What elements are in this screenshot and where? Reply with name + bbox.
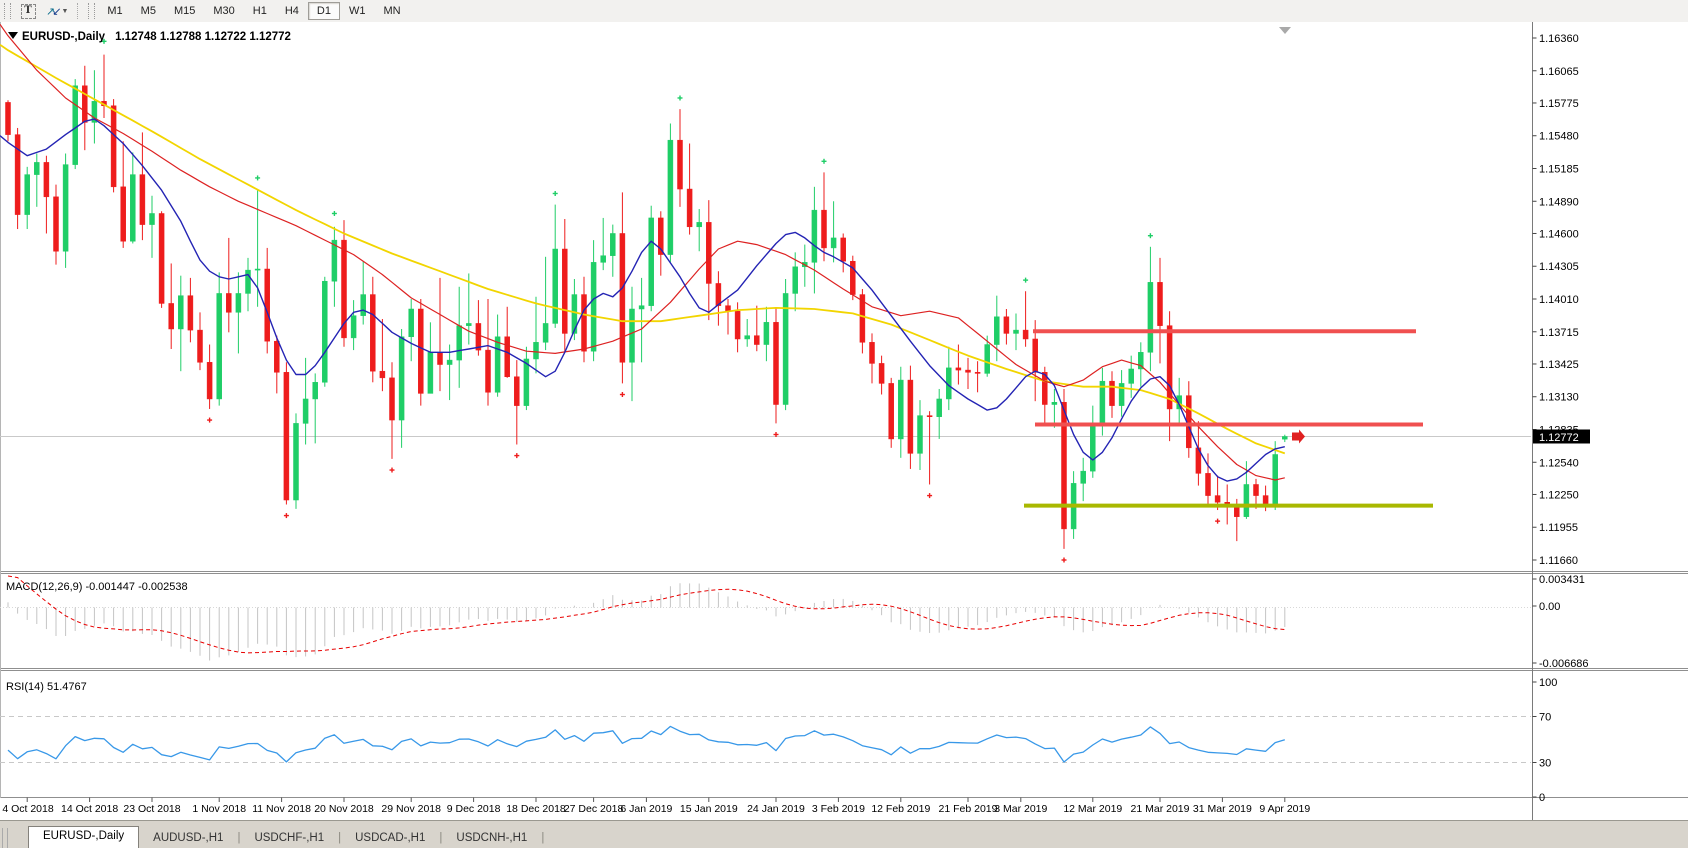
price-axis-tick: 1.14305 (1539, 261, 1579, 273)
macd-axis-tick: 0.00 (1539, 601, 1560, 613)
tab-eurusd-daily[interactable]: EURUSD-,Daily (28, 826, 140, 848)
timeframe-M30-button[interactable]: M30 (213, 5, 235, 17)
chart-title: EURUSD-,Daily 1.12748 1.12788 1.12722 1.1… (22, 31, 291, 43)
tab-separator: | (338, 832, 342, 844)
tab-scroll-handle[interactable] (2, 828, 8, 848)
macd-axis-tick: -0.006686 (1539, 658, 1589, 670)
date-axis-label: 29 Nov 2018 (381, 803, 441, 815)
text-label-tool-button[interactable]: T (15, 1, 41, 21)
timeframe-H1-button[interactable]: H1 (252, 5, 267, 17)
rsi-axis-tick: 0 (1539, 792, 1545, 804)
chart-area[interactable]: 1.16360 1.16065 1.15775 1.15480 1.15185 1.148… (0, 22, 1688, 820)
date-axis-label: 14 Oct 2018 (61, 803, 118, 815)
price-axis-tick: 1.16360 (1539, 33, 1579, 45)
timeframe-M5-button[interactable]: M5 (140, 5, 156, 17)
timeframe-D1-button[interactable]: D1 (307, 2, 340, 20)
toolbar-separator (77, 3, 79, 19)
macd-signal-line (7, 575, 1285, 654)
timeframe-M1-button[interactable]: M1 (107, 5, 123, 17)
date-axis-label: 4 Oct 2018 (2, 803, 54, 815)
date-axis-label: 20 Nov 2018 (314, 803, 374, 815)
price-axis-tick: 1.11955 (1539, 522, 1578, 534)
date-axis-label: 21 Mar 2019 (1131, 803, 1190, 815)
price-axis-tick: 1.14010 (1539, 294, 1579, 306)
price-axis-tick: 1.14600 (1539, 228, 1579, 240)
price-axis-tick: 1.13715 (1539, 327, 1579, 339)
current-price-badge: 1.12772 (1539, 432, 1579, 444)
price-axis-tick: 1.13130 (1539, 392, 1579, 404)
tab-usdcad-h1[interactable]: USDCAD-,H1 (355, 832, 426, 844)
timeframe-M15-button[interactable]: M15 (173, 5, 196, 17)
date-axis-label: 12 Mar 2019 (1063, 803, 1122, 815)
macd-indicator-label: MACD(12,26,9) -0.001447 -0.002538 (6, 581, 188, 593)
date-axis-label: 3 Feb 2019 (812, 803, 865, 815)
date-axis-label: 9 Dec 2018 (447, 803, 501, 815)
macd-axis-tick: 0.003431 (1539, 574, 1585, 586)
tabs-container: EURUSD-,Daily AUDUSD-,H1 | USDCHF-,H1 | USDCA… (10, 826, 544, 848)
candles-layer[interactable] (5, 54, 1288, 549)
date-axis-label: 15 Jan 2019 (680, 803, 738, 815)
timeframe-MN-button[interactable]: MN (383, 5, 401, 17)
date-axis-label: 6 Jan 2019 (620, 803, 672, 815)
symbol-dropdown-icon[interactable] (8, 32, 18, 39)
rsi-line (7, 725, 1285, 763)
text-tool-icon: T (20, 3, 36, 19)
date-axis-label: 1 Nov 2018 (192, 803, 246, 815)
price-axis-tick: 1.16065 (1539, 66, 1579, 78)
rsi-axis-tick: 100 (1539, 677, 1557, 689)
tab-audusd-h1[interactable]: AUDUSD-,H1 (153, 832, 224, 844)
timeframe-group-handle[interactable] (88, 3, 96, 19)
price-axis-tick: 1.12540 (1539, 457, 1579, 469)
tab-separator: | (237, 832, 241, 844)
price-axis-tick: 1.11660 (1539, 555, 1578, 567)
date-axis-label: 23 Oct 2018 (123, 803, 180, 815)
dropdown-caret-icon[interactable]: ▼ (61, 7, 69, 15)
date-axis-label: 21 Feb 2019 (939, 803, 998, 815)
date-axis-label: 31 Mar 2019 (1193, 803, 1252, 815)
rsi-axis-tick: 70 (1539, 712, 1551, 724)
price-axis-tick: 1.13425 (1539, 359, 1579, 371)
tab-usdcnh-h1[interactable]: USDCNH-,H1 (456, 832, 528, 844)
rsi-axis-tick: 30 (1539, 758, 1551, 770)
price-axis-tick: 1.15480 (1539, 131, 1579, 143)
price-axis-tick: 1.14890 (1539, 196, 1579, 208)
date-axis-label: 9 Apr 2019 (1259, 803, 1310, 815)
price-axis-tick: 1.15185 (1539, 164, 1579, 176)
chart-tab-bar: EURUSD-,Daily AUDUSD-,H1 | USDCHF-,H1 | USDCA… (0, 820, 1688, 848)
cursor-mode-button[interactable]: ↗↙ ▼ (43, 1, 71, 21)
date-axis-label: 3 Mar 2019 (994, 803, 1047, 815)
moving-average-line (0, 23, 1285, 481)
price-axis-tick: 1.15775 (1539, 98, 1579, 110)
tab-separator: | (541, 832, 545, 844)
chart-shift-marker-icon (1279, 27, 1291, 34)
timeframe-button-group: M1 M5 M15 M30 H1 H4 D1 W1 MN (98, 2, 409, 20)
toolbar: T ↗↙ ▼ M1 M5 M15 M30 H1 H4 D1 W1 MN (0, 0, 1688, 23)
tab-usdchf-h1[interactable]: USDCHF-,H1 (254, 832, 325, 844)
price-axis-tick: 1.12250 (1539, 489, 1579, 501)
tab-separator: | (439, 832, 443, 844)
price-arrow-marker[interactable] (1292, 429, 1305, 444)
date-axis-label: 12 Feb 2019 (871, 803, 930, 815)
arrows-icon: ↗↙ (46, 5, 62, 18)
date-axis-label: 27 Dec 2018 (564, 803, 624, 815)
date-axis-label: 11 Nov 2018 (252, 803, 311, 815)
date-axis-label: 18 Dec 2018 (506, 803, 566, 815)
date-axis-label: 24 Jan 2019 (747, 803, 805, 815)
rsi-indicator-label: RSI(14) 51.4767 (6, 681, 87, 693)
timeframe-W1-button[interactable]: W1 (348, 5, 366, 17)
timeframe-H4-button[interactable]: H4 (284, 5, 299, 17)
toolbar-drag-handle[interactable] (4, 3, 11, 19)
macd-histogram (7, 583, 1286, 661)
